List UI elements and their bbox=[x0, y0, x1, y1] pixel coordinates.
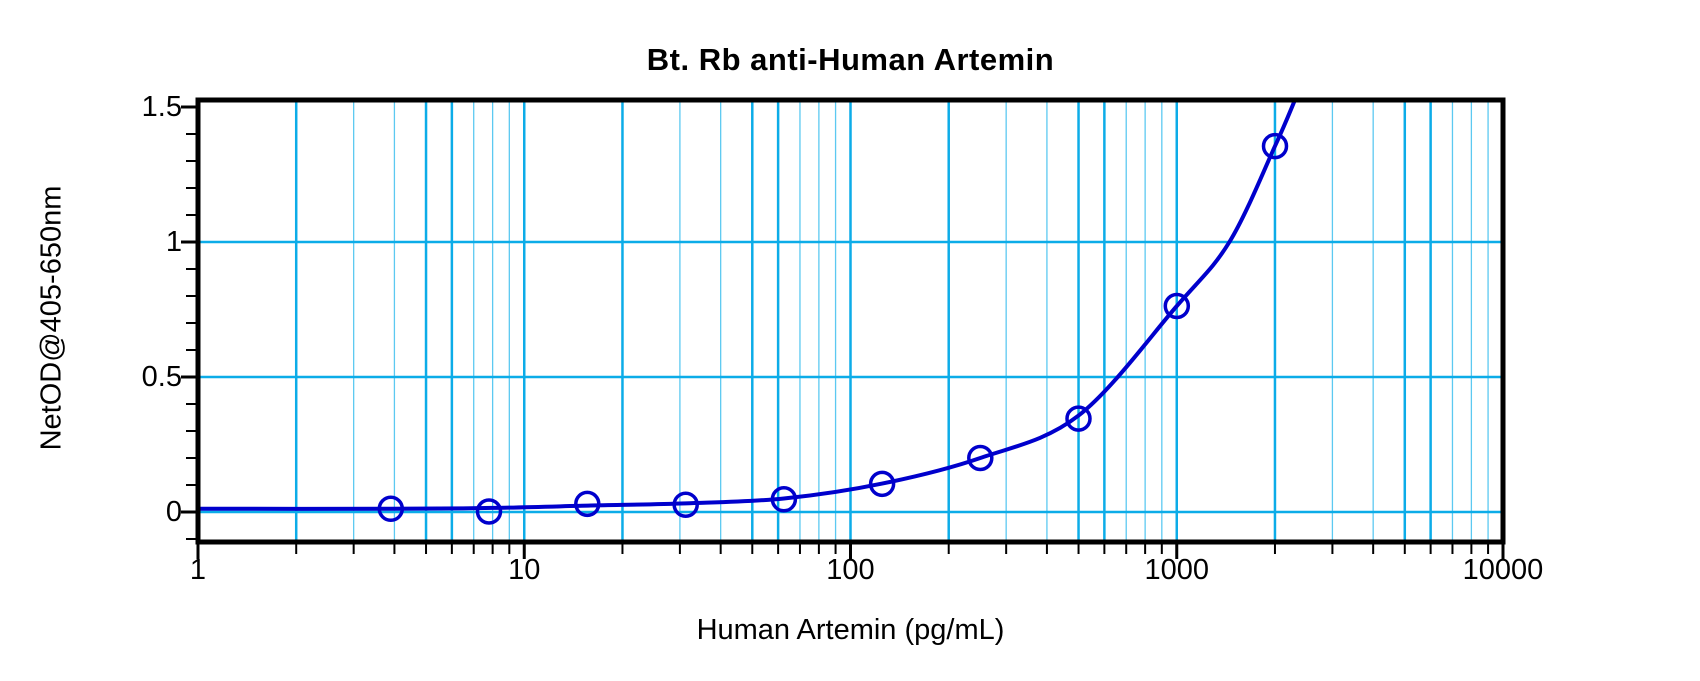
x-tick-label: 1 bbox=[189, 554, 207, 586]
data-point-marker bbox=[967, 444, 994, 472]
x-tick-label: 1000 bbox=[1144, 554, 1209, 586]
y-tick-label: 1.5 bbox=[141, 91, 182, 123]
y-tick-label: 0 bbox=[165, 496, 182, 528]
y-tick-label: 0.5 bbox=[141, 361, 182, 393]
data-point-marker bbox=[1163, 292, 1191, 320]
data-point-marker bbox=[868, 470, 896, 498]
data-point-marker bbox=[1261, 132, 1289, 160]
data-point-marker bbox=[672, 491, 699, 518]
standard-curve-line bbox=[198, 100, 1298, 511]
x-tick-label: 100 bbox=[826, 554, 875, 586]
x-axis-title: Human Artemin (pg/mL) bbox=[696, 614, 1005, 646]
data-point-marker bbox=[574, 490, 601, 518]
data-point-marker bbox=[1065, 405, 1092, 432]
data-point-marker bbox=[770, 486, 798, 513]
plot-frame bbox=[195, 97, 1506, 545]
x-tick-label: 10 bbox=[508, 554, 541, 586]
y-tick-label: 1 bbox=[165, 226, 182, 258]
chart-title: Bt. Rb anti-Human Artemin bbox=[646, 42, 1055, 77]
x-tick-label: 10000 bbox=[1462, 554, 1544, 586]
data-point-marker bbox=[377, 495, 405, 523]
data-point-marker bbox=[475, 498, 503, 525]
